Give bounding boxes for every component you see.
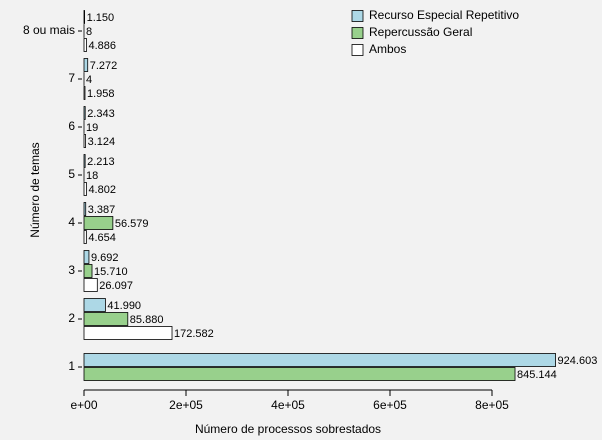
bar-value-label: 56.579 bbox=[115, 218, 149, 230]
bar-value-label: 4 bbox=[86, 74, 92, 86]
legend-label: Repercussão Geral bbox=[369, 25, 472, 39]
x-tick-label: 4e+05 bbox=[271, 398, 305, 412]
bar-value-label: 4.654 bbox=[88, 232, 116, 244]
bar bbox=[83, 264, 93, 278]
bar-value-label: 8 bbox=[86, 26, 92, 38]
bar bbox=[83, 106, 86, 120]
y-tick-label: 5 bbox=[68, 167, 75, 181]
bar-value-label: 3.387 bbox=[88, 204, 116, 216]
bar bbox=[83, 278, 98, 292]
bar-value-label: 4.886 bbox=[88, 40, 116, 52]
bar bbox=[83, 353, 556, 367]
legend-swatch bbox=[351, 44, 364, 56]
bar-value-label: 15.710 bbox=[94, 266, 128, 278]
y-tick-label: 2 bbox=[68, 311, 75, 325]
x-tick-label: 8e+05 bbox=[475, 398, 509, 412]
bar bbox=[83, 367, 516, 381]
bar bbox=[83, 230, 87, 244]
bar-value-label: 18 bbox=[86, 170, 98, 182]
bar bbox=[83, 154, 86, 168]
bar-value-label: 9.692 bbox=[91, 252, 119, 264]
bar-value-label: 845.144 bbox=[517, 369, 557, 381]
bar bbox=[83, 10, 85, 24]
bar-value-label: 2.213 bbox=[87, 156, 115, 168]
bar-value-label: 7.272 bbox=[90, 60, 118, 72]
bar bbox=[83, 38, 87, 52]
bar bbox=[83, 134, 86, 148]
bar-value-label: 19 bbox=[86, 122, 98, 134]
bar-value-label: 41.990 bbox=[107, 300, 141, 312]
y-tick-label: 6 bbox=[68, 119, 75, 133]
bar bbox=[83, 216, 114, 230]
y-tick-label: 7 bbox=[68, 71, 75, 85]
x-tick-label: e+00 bbox=[70, 398, 97, 412]
legend-swatch bbox=[351, 27, 364, 39]
legend-label: Recurso Especial Repetitivo bbox=[369, 8, 519, 22]
x-axis-label: Número de processos sobrestados bbox=[195, 422, 381, 436]
bar bbox=[83, 298, 106, 312]
bar-value-label: 85.880 bbox=[130, 314, 164, 326]
bar-value-label: 4.802 bbox=[88, 184, 116, 196]
y-tick-label: 4 bbox=[68, 215, 75, 229]
bar-value-label: 26.097 bbox=[99, 280, 133, 292]
bar-value-label: 2.343 bbox=[87, 108, 115, 120]
y-tick-label: 1 bbox=[68, 359, 75, 373]
bar-value-label: 3.124 bbox=[88, 136, 116, 148]
bar bbox=[83, 58, 89, 72]
bar-value-label: 172.582 bbox=[174, 328, 214, 340]
legend-swatch bbox=[351, 10, 364, 22]
y-axis-label: Número de temas bbox=[28, 142, 42, 237]
bar-value-label: 924.603 bbox=[558, 355, 598, 367]
bar bbox=[83, 250, 90, 264]
bar bbox=[83, 312, 129, 326]
bar bbox=[83, 202, 87, 216]
bar bbox=[83, 182, 87, 196]
x-tick-label: 2e+05 bbox=[169, 398, 203, 412]
x-tick-label: 6e+05 bbox=[373, 398, 407, 412]
legend-label: Ambos bbox=[369, 42, 406, 56]
bar-value-label: 1.958 bbox=[87, 88, 115, 100]
bar bbox=[83, 86, 86, 100]
y-tick-label: 3 bbox=[68, 263, 75, 277]
bar-value-label: 1.150 bbox=[87, 12, 115, 24]
bar bbox=[83, 326, 173, 340]
y-tick-label: 8 ou mais bbox=[23, 23, 75, 37]
